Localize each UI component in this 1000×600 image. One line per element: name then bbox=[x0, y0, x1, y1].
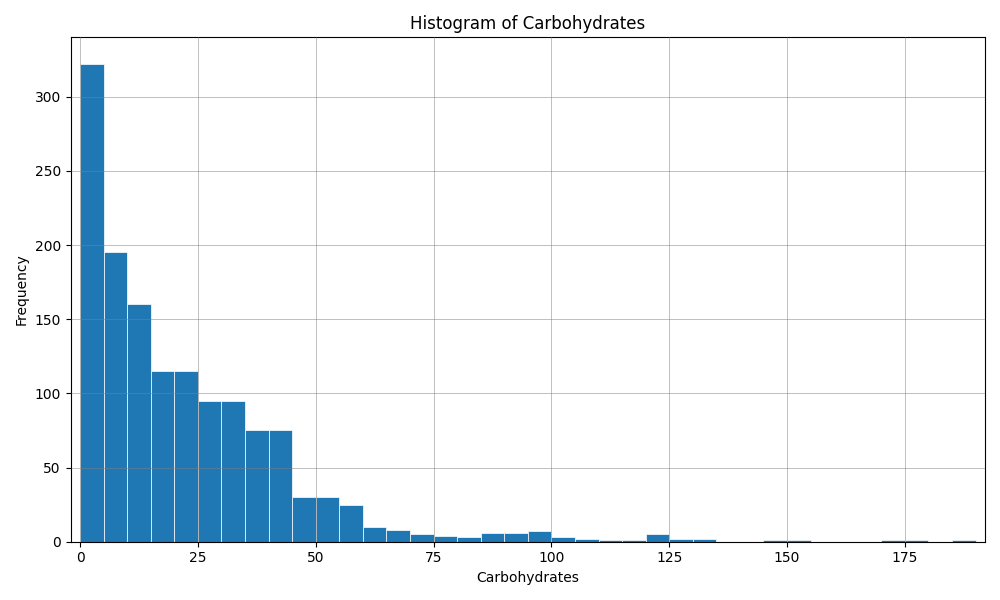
Bar bbox=[363, 527, 386, 542]
X-axis label: Carbohydrates: Carbohydrates bbox=[476, 571, 579, 585]
Bar bbox=[575, 539, 599, 542]
Bar bbox=[504, 533, 528, 542]
Bar bbox=[528, 532, 551, 542]
Bar bbox=[599, 540, 622, 542]
Bar bbox=[221, 401, 245, 542]
Bar bbox=[316, 497, 339, 542]
Bar bbox=[881, 540, 905, 542]
Bar bbox=[434, 536, 457, 542]
Bar bbox=[292, 497, 316, 542]
Bar bbox=[339, 505, 363, 542]
Bar bbox=[269, 430, 292, 542]
Bar bbox=[386, 530, 410, 542]
Bar bbox=[151, 371, 174, 542]
Bar bbox=[245, 430, 269, 542]
Bar bbox=[198, 401, 221, 542]
Title: Histogram of Carbohydrates: Histogram of Carbohydrates bbox=[410, 15, 645, 33]
Bar bbox=[127, 304, 151, 542]
Bar bbox=[622, 540, 646, 542]
Bar bbox=[80, 64, 104, 542]
Bar bbox=[952, 540, 976, 542]
Y-axis label: Frequency: Frequency bbox=[15, 254, 29, 325]
Bar bbox=[104, 253, 127, 542]
Bar bbox=[763, 540, 787, 542]
Bar bbox=[551, 537, 575, 542]
Bar bbox=[669, 539, 693, 542]
Bar bbox=[646, 535, 669, 542]
Bar bbox=[457, 537, 481, 542]
Bar bbox=[174, 371, 198, 542]
Bar bbox=[787, 540, 811, 542]
Bar bbox=[905, 540, 928, 542]
Bar bbox=[693, 539, 716, 542]
Bar bbox=[410, 535, 434, 542]
Bar bbox=[481, 533, 504, 542]
